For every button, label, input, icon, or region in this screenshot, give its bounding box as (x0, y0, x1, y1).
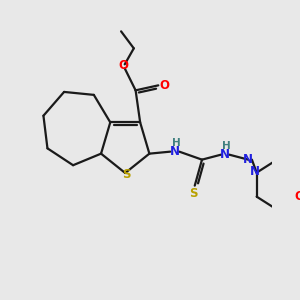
Text: H: H (222, 141, 231, 151)
Text: O: O (294, 190, 300, 203)
Text: S: S (189, 187, 197, 200)
Text: O: O (160, 79, 170, 92)
Text: N: N (170, 145, 180, 158)
Text: O: O (119, 59, 129, 72)
Text: N: N (220, 148, 230, 161)
Text: H: H (172, 138, 181, 148)
Text: N: N (243, 153, 253, 166)
Text: S: S (122, 167, 130, 181)
Text: N: N (250, 165, 260, 178)
